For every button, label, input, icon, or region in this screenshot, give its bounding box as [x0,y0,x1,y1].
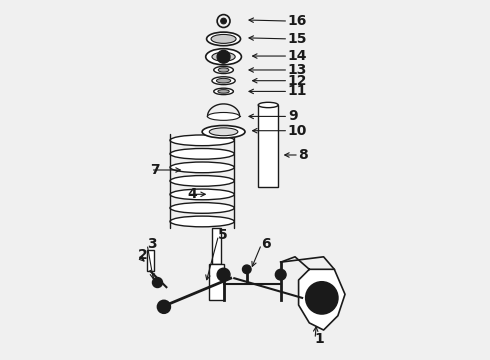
Circle shape [313,289,331,307]
Circle shape [161,303,167,310]
Ellipse shape [170,162,234,173]
Text: 6: 6 [261,237,270,251]
Text: 5: 5 [218,228,228,242]
Circle shape [220,18,226,24]
Circle shape [318,294,325,301]
Ellipse shape [170,203,234,213]
Ellipse shape [206,49,242,65]
Bar [209,264,224,300]
Text: 14: 14 [288,49,307,63]
Ellipse shape [217,78,231,83]
Text: 8: 8 [298,148,308,162]
Text: 9: 9 [288,109,297,123]
Ellipse shape [211,35,236,43]
Text: 1: 1 [315,332,324,346]
Ellipse shape [218,90,229,93]
Circle shape [152,278,163,288]
Ellipse shape [170,148,234,159]
Text: 2: 2 [138,248,147,262]
Bar [212,228,220,264]
Text: 7: 7 [150,163,160,177]
Ellipse shape [202,126,245,138]
Text: 4: 4 [188,187,197,201]
Ellipse shape [170,189,234,200]
Bar [258,105,278,187]
Ellipse shape [214,66,233,73]
Circle shape [217,50,230,63]
Text: 15: 15 [288,32,307,46]
Bar [147,249,154,271]
Ellipse shape [207,32,241,46]
Circle shape [217,268,230,281]
Ellipse shape [209,128,238,136]
Text: 13: 13 [288,63,307,77]
Ellipse shape [218,68,229,72]
Text: 11: 11 [288,84,307,98]
Ellipse shape [212,77,235,85]
Polygon shape [298,269,345,330]
Text: 10: 10 [288,124,307,138]
Circle shape [306,282,338,314]
Text: 3: 3 [147,237,156,251]
Ellipse shape [170,176,234,186]
Ellipse shape [214,88,233,95]
Ellipse shape [212,52,235,61]
Text: 16: 16 [288,14,307,28]
Ellipse shape [170,135,234,146]
Circle shape [157,300,171,313]
Ellipse shape [258,102,278,108]
Circle shape [155,280,160,285]
Text: 12: 12 [288,74,307,88]
Ellipse shape [170,216,234,227]
Ellipse shape [207,112,240,120]
Circle shape [275,269,286,280]
Circle shape [243,265,251,274]
